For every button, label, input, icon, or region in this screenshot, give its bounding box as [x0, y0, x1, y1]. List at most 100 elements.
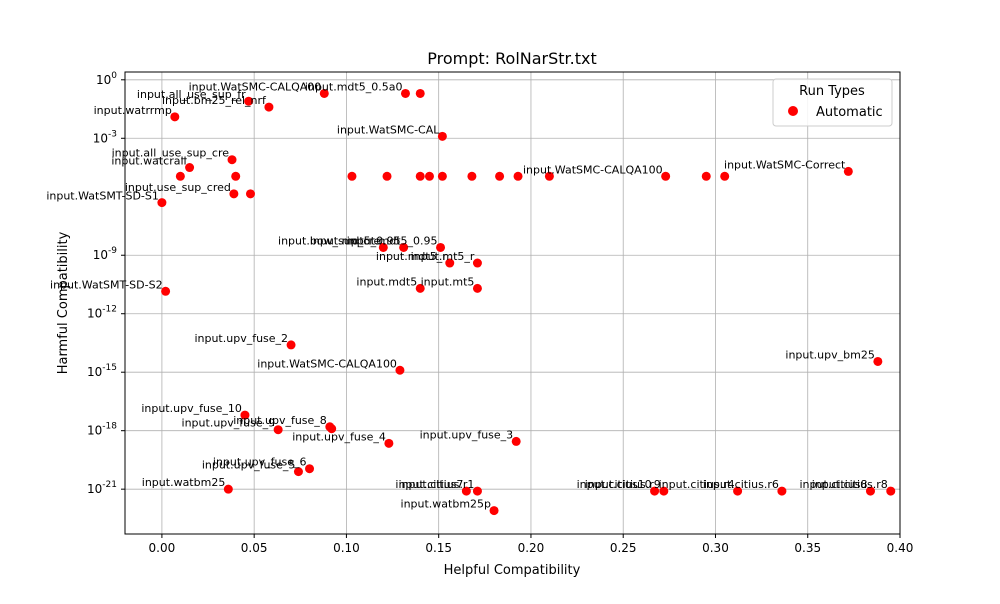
point-label: input.WatSMT-SD-S1 — [46, 190, 159, 203]
point-label: input.upv_fuse_8 — [233, 414, 327, 427]
scatter-point — [227, 155, 237, 165]
legend-title: Run Types — [799, 84, 865, 99]
point-label: input.citius.r1 — [398, 478, 474, 491]
scatter-point — [415, 283, 425, 293]
x-tick-label: 0.10 — [333, 541, 360, 555]
scatter-point — [720, 171, 730, 181]
scatter-point — [777, 486, 787, 496]
scatter-point — [513, 171, 523, 181]
scatter-point — [273, 425, 283, 435]
point-label: input.upv_bm25 — [785, 348, 874, 361]
point-label: input.watrrmp — [94, 104, 172, 117]
chart-title: Prompt: RolNarStr.txt — [427, 49, 597, 68]
scatter-point — [650, 486, 660, 496]
scatter-point — [185, 163, 195, 173]
scatter-point — [400, 88, 410, 98]
legend-box — [772, 78, 893, 127]
scatter-point — [472, 283, 482, 293]
point-label: input.mdt5 — [356, 275, 417, 288]
point-labels: input.WatSMC-CALQA00input.mdt5_0.5a0inpu… — [46, 80, 887, 510]
scatter-point — [399, 242, 409, 252]
scatter-point — [865, 486, 875, 496]
point-label: input.citius7 — [395, 478, 463, 491]
point-label: input.citius.r9 — [585, 478, 661, 491]
point-label: input.use_sup_cred — [125, 181, 231, 194]
plot-area-frame — [124, 71, 901, 535]
scatter-point — [395, 365, 405, 375]
scatter-point — [170, 112, 180, 122]
scatter-point — [157, 198, 167, 208]
point-label: input.WatSMC-CALQA100 — [257, 357, 397, 370]
point-label: input.upv_fuse_2 — [194, 332, 288, 345]
x-tick-label: 0.05 — [241, 541, 268, 555]
point-label: input.citius.r6 — [703, 478, 779, 491]
scatter-point — [229, 189, 239, 199]
scatter-point — [437, 171, 447, 181]
scatter-point — [415, 88, 425, 98]
x-axis-ticks: 0.00 0.05 0.10 0.15 0.20 0.25 0.30 0.35 0.40 — [149, 534, 914, 555]
scatter-point — [305, 464, 315, 474]
scatter-point — [472, 258, 482, 268]
y-tick-label: 100 — [96, 71, 117, 87]
point-label: input.all_use_sup_cre — [112, 147, 230, 160]
point-label: input.all_use_sup_fr — [137, 88, 246, 101]
point-label: input.citius.r8 — [812, 478, 888, 491]
y-tick-label: 10-3 — [93, 129, 117, 145]
point-label: input.citius10 — [577, 478, 652, 491]
point-label: input.mdt5_r — [376, 250, 447, 263]
scatter-point — [293, 467, 303, 477]
point-label: input.mdt5_0.95 — [310, 234, 401, 247]
scatter-point — [231, 171, 241, 181]
point-label: input.upv_fuse_3 — [420, 428, 514, 441]
scatter-point — [886, 486, 896, 496]
scatter-point — [327, 424, 337, 434]
point-label: input.upv_fuse_10 — [141, 402, 242, 415]
point-label: input.bm25_rel_nrf — [162, 94, 267, 107]
point-label: input.mt5 — [421, 275, 475, 288]
x-tick-label: 0.40 — [887, 541, 914, 555]
point-label: input.upv_fuse_4 — [292, 430, 386, 443]
legend: Run Types Automatic — [772, 78, 893, 127]
x-tick-label: 0.30 — [702, 541, 729, 555]
point-label: input.WatSMC-CALQA100 — [523, 163, 663, 176]
x-tick-label: 0.25 — [610, 541, 637, 555]
scatter-point — [382, 171, 392, 181]
scatter-point — [661, 171, 671, 181]
scatter-point — [378, 242, 388, 252]
scatter-point — [659, 486, 669, 496]
y-axis-ticks: 100 10-3 10-9 10-12 10-15 10-18 10-21 — [87, 71, 125, 496]
y-tick-label: 10-12 — [87, 305, 117, 321]
scatter-point — [286, 340, 296, 350]
x-tick-label: 0.15 — [425, 541, 452, 555]
point-label: input.upv_fuse_5 — [202, 459, 296, 472]
scatter-point — [489, 506, 499, 516]
scatter-point — [384, 438, 394, 448]
x-tick-label: 0.20 — [518, 541, 545, 555]
y-axis-label: Harmful Compatibility — [56, 231, 71, 374]
point-label: input.WatSMC-Correct — [724, 158, 846, 171]
scatter-point — [733, 486, 743, 496]
scatter-point — [223, 484, 233, 494]
point-label: input.watcrall — [111, 155, 186, 168]
scatter-point — [244, 96, 254, 106]
x-tick-label: 0.35 — [794, 541, 821, 555]
scatter-point — [701, 171, 711, 181]
scatter-point — [240, 410, 250, 420]
scatter-point — [415, 171, 425, 181]
point-label: input.watbm25 — [142, 476, 226, 489]
point-label: input.citius.r4 — [659, 478, 735, 491]
scatter-point — [467, 171, 477, 181]
y-tick-label: 10-18 — [87, 422, 117, 438]
point-label: input.WatSMC-CALQA00 — [189, 80, 322, 93]
scatter-point — [873, 356, 883, 366]
scatter-point — [347, 171, 357, 181]
point-label: input.citius8 — [800, 478, 868, 491]
x-axis-label: Helpful Compatibility — [444, 563, 581, 578]
scatter-point — [461, 486, 471, 496]
scatter-point — [424, 171, 434, 181]
point-label: input.WatSMC-CAL — [337, 123, 440, 136]
scatter-point — [843, 166, 853, 176]
point-label: input.upv_fuse_6 — [213, 456, 307, 469]
